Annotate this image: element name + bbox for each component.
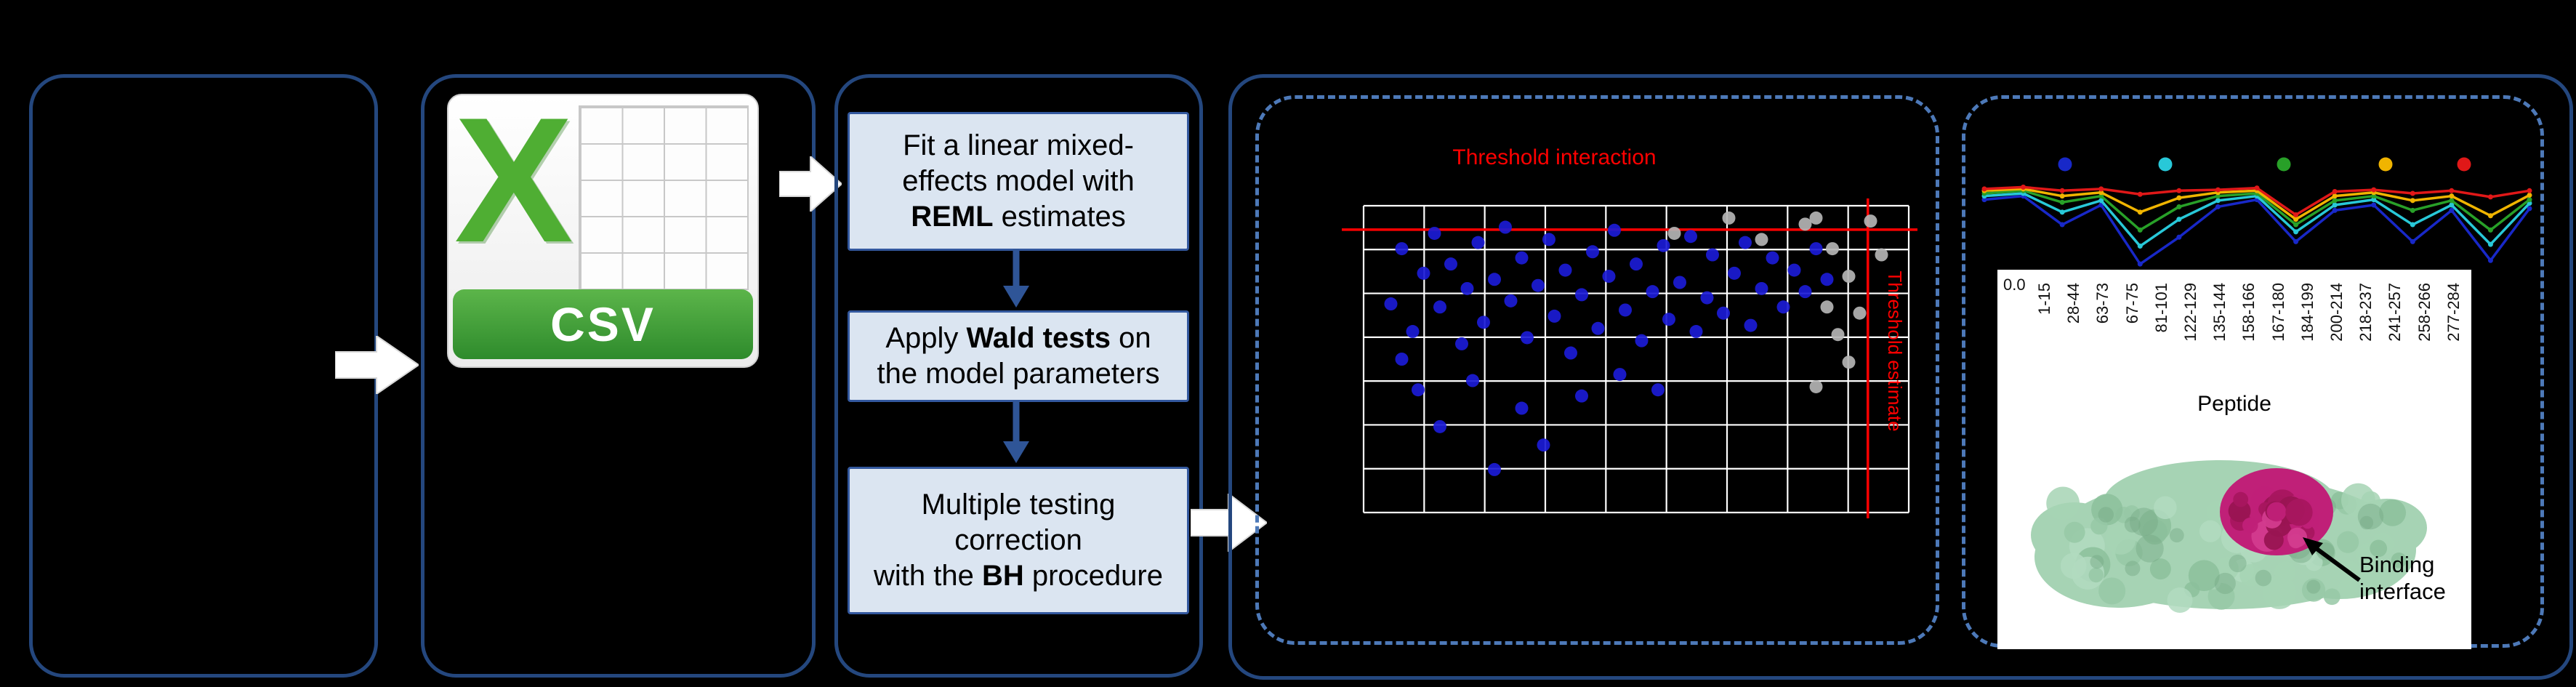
flow-arrow-icon (335, 336, 419, 394)
flow-arrow-icon (779, 156, 842, 212)
method-step-reml: Fit a linear mixed-effects model with REM… (848, 112, 1189, 251)
down-arrow-icon (1003, 401, 1029, 463)
csv-banner-label: CSV (550, 297, 656, 351)
x-tick-label: 122-129 (2181, 283, 2199, 342)
csv-banner: CSV (453, 289, 753, 359)
x-tick-label: 277-284 (2444, 283, 2463, 342)
protein-structure-illustration (2031, 460, 2427, 613)
results-section-box (1228, 74, 2573, 680)
x-tick-label: 1-15 (2035, 283, 2053, 316)
x-tick-label: 81-101 (2152, 283, 2170, 333)
legend-dot (2158, 157, 2173, 172)
scatter-side-label: Threshold estimate (1884, 270, 1906, 431)
binding-caption-line1: Binding (2359, 552, 2435, 577)
x-tick-label: 200-214 (2327, 283, 2346, 342)
x-tick-label: 28-44 (2064, 283, 2083, 324)
x-tick-label: 218-237 (2356, 283, 2375, 342)
legend-dot (2378, 157, 2393, 172)
spreadsheet-grid (579, 105, 749, 290)
method-step-wald: Apply Wald tests on the model parameters (848, 310, 1189, 402)
legend-dot (2457, 157, 2471, 172)
excel-x-logo: X (454, 80, 573, 279)
x-tick-label: 135-144 (2210, 283, 2229, 342)
x-tick-label: 63-73 (2093, 283, 2112, 324)
y-axis-tick: 0.0 (2003, 276, 2026, 294)
down-arrow-icon (1003, 249, 1029, 308)
csv-section-box (421, 74, 816, 678)
x-tick-label: 67-75 (2122, 283, 2141, 324)
x-axis-title: Peptide (2197, 392, 2271, 416)
x-tick-label: 241-257 (2386, 283, 2404, 342)
input-section-box (29, 74, 378, 678)
scatter-title: Threshold interaction (1452, 145, 1656, 169)
scatter-result-panel (1255, 95, 1939, 645)
method-step-bh: Multiple testing correction with the BH pr… (848, 467, 1189, 614)
x-tick-label: 167-180 (2269, 283, 2287, 342)
binding-caption-line2: interface (2359, 578, 2446, 604)
legend-dot (2058, 157, 2072, 172)
x-tick-label: 258-266 (2415, 283, 2434, 342)
interaction-scatter-plot: Threshold interaction Threshold estimate (1342, 145, 1917, 518)
binding-interface-caption: Binding interface (2359, 552, 2446, 605)
peptide-uptake-chart (1981, 157, 2532, 267)
legend-dot (2277, 157, 2291, 172)
x-tick-label: 184-199 (2298, 283, 2317, 342)
methods-section-box (834, 74, 1203, 678)
csv-file-icon: X CSV (447, 80, 759, 368)
peptide-axis-panel: 0.0 1-15 28-44 63-73 67-75 81-101 122-129 135-… (1997, 270, 2471, 649)
x-tick-label: 158-166 (2239, 283, 2258, 342)
